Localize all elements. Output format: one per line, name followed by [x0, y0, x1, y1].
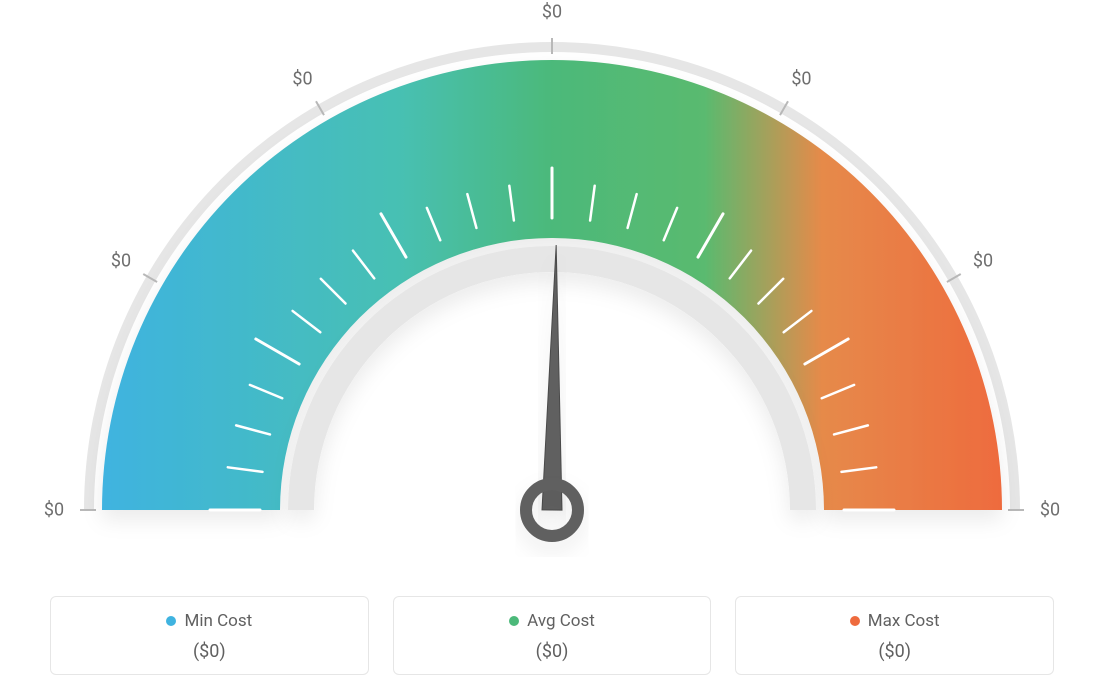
gauge-tick-label: $0 [791, 68, 811, 89]
legend-row: Min Cost ($0) Avg Cost ($0) Max Cost ($0… [50, 596, 1054, 675]
legend-title-max: Max Cost [850, 611, 940, 631]
gauge-tick-label: $0 [292, 68, 312, 89]
legend-card-max: Max Cost ($0) [735, 596, 1054, 675]
gauge-tick-label: $0 [973, 250, 993, 271]
dot-icon-min [166, 616, 176, 626]
legend-value-avg: ($0) [404, 641, 701, 662]
gauge-tick-label: $0 [111, 250, 131, 271]
legend-card-avg: Avg Cost ($0) [393, 596, 712, 675]
gauge-tick-label: $0 [1040, 500, 1060, 521]
gauge-svg [0, 0, 1104, 560]
gauge-tick-label: $0 [542, 2, 562, 23]
gauge: $0 $0 $0 $0 $0 $0 $0 [0, 0, 1104, 560]
legend-title-text-avg: Avg Cost [527, 611, 595, 631]
legend-title-text-max: Max Cost [868, 611, 940, 631]
gauge-chart-container: $0 $0 $0 $0 $0 $0 $0 Min Cost ($0) Avg Cost ($… [0, 0, 1104, 690]
legend-card-min: Min Cost ($0) [50, 596, 369, 675]
gauge-tick-label: $0 [44, 500, 64, 521]
legend-title-text-min: Min Cost [184, 611, 252, 631]
dot-icon-avg [509, 616, 519, 626]
dot-icon-max [850, 616, 860, 626]
legend-value-max: ($0) [746, 641, 1043, 662]
legend-title-min: Min Cost [166, 611, 252, 631]
legend-value-min: ($0) [61, 641, 358, 662]
legend-title-avg: Avg Cost [509, 611, 595, 631]
